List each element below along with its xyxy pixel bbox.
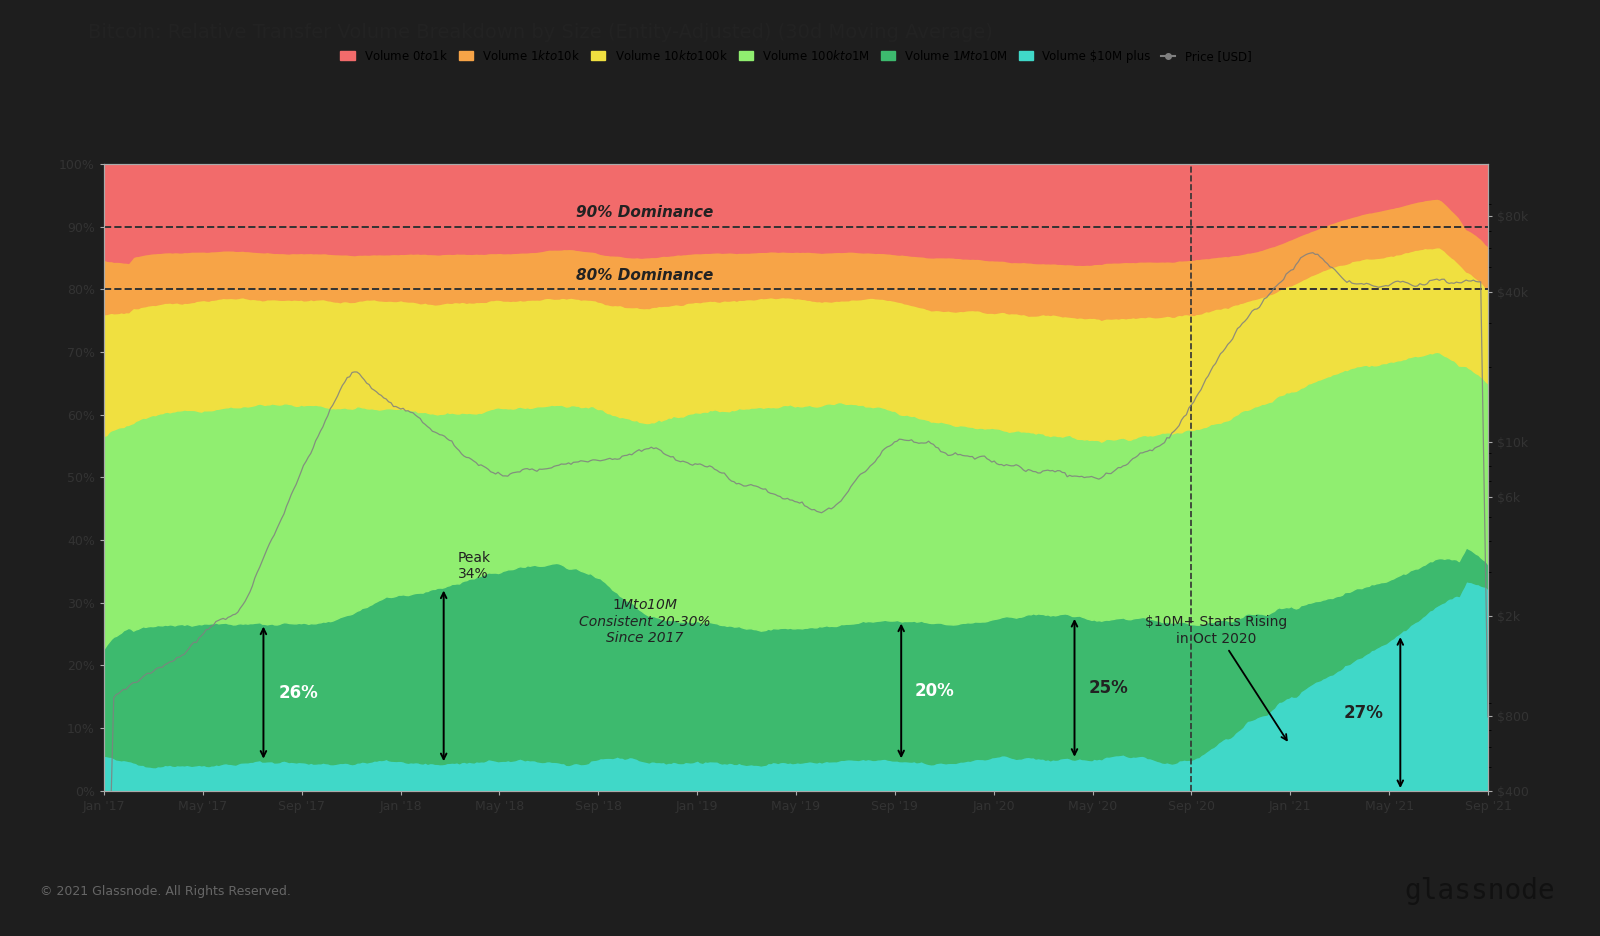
- Text: 20%: 20%: [915, 682, 955, 700]
- Text: 27%: 27%: [1344, 704, 1384, 722]
- Text: © 2021 Glassnode. All Rights Reserved.: © 2021 Glassnode. All Rights Reserved.: [40, 885, 291, 898]
- Text: Peak
34%: Peak 34%: [458, 551, 491, 581]
- Text: 90% Dominance: 90% Dominance: [576, 205, 714, 220]
- Text: 26%: 26%: [278, 683, 318, 702]
- Legend: Volume $0 to $1k, Volume $1k to $10k, Volume $10k to $100k, Volume $100k to $1M,: Volume $0 to $1k, Volume $1k to $10k, Vo…: [336, 44, 1256, 67]
- Text: glassnode: glassnode: [1405, 877, 1555, 905]
- Text: 25%: 25%: [1088, 679, 1128, 696]
- Text: Bitcoin: Relative Transfer Volume Breakdown by Size (Entity-Adjusted) (30d Movin: Bitcoin: Relative Transfer Volume Breakd…: [88, 23, 994, 42]
- Text: 80% Dominance: 80% Dominance: [576, 268, 714, 283]
- Text: $10M+ Starts Rising
in Oct 2020: $10M+ Starts Rising in Oct 2020: [1144, 615, 1286, 740]
- Text: $1M to $10M
Consistent 20-30%
Since 2017: $1M to $10M Consistent 20-30% Since 2017: [579, 598, 710, 645]
